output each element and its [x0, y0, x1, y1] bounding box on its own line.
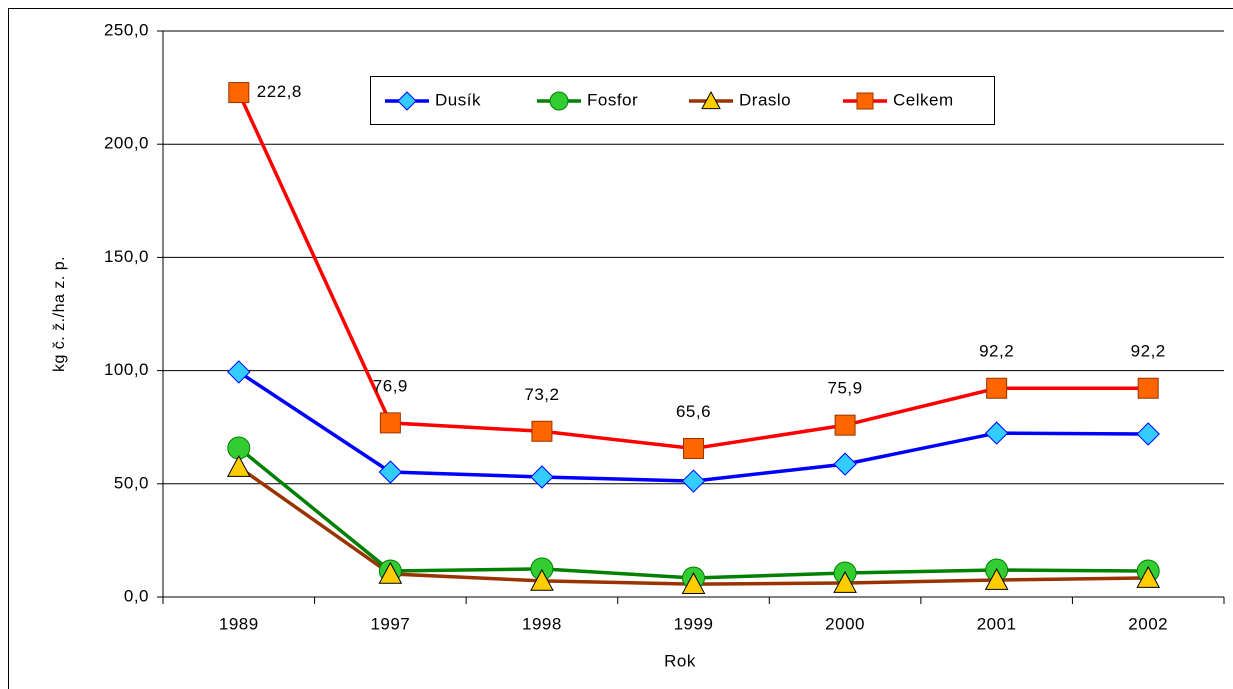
- marker: [227, 360, 251, 384]
- marker: [228, 82, 250, 104]
- marker: [833, 452, 857, 476]
- marker: [1136, 422, 1160, 446]
- data-label: 222,8: [257, 82, 302, 101]
- legend: Dusík Fosfor Draslo Celkem: [370, 76, 995, 125]
- marker: [1137, 377, 1159, 399]
- y-axis-label: kg č. ž./ha z. p.: [51, 256, 68, 372]
- y-tick-label: 100,0: [104, 360, 149, 379]
- data-label: 73,2: [524, 385, 559, 404]
- marker: [530, 568, 554, 591]
- x-tick-label: 1997: [370, 614, 410, 633]
- marker: [856, 92, 874, 110]
- legend-label: Draslo: [739, 90, 791, 109]
- series-line: [237, 446, 1149, 580]
- marker: [701, 90, 721, 110]
- data-label: 92,2: [1131, 342, 1166, 361]
- marker: [378, 561, 403, 584]
- x-tick-label: 1998: [522, 614, 562, 633]
- marker: [226, 454, 251, 477]
- y-tick-label: 50,0: [114, 473, 149, 492]
- marker: [986, 377, 1008, 399]
- marker: [984, 421, 1009, 445]
- legend-label: Celkem: [893, 90, 954, 109]
- marker: [530, 465, 554, 489]
- marker: [683, 437, 704, 459]
- x-tick-label: 2002: [1128, 614, 1168, 633]
- marker: [834, 414, 856, 436]
- chart-frame: [8, 8, 1233, 689]
- x-tick-label: 2001: [977, 614, 1017, 633]
- y-tick-label: 150,0: [104, 247, 149, 266]
- x-tick-label: 1989: [219, 614, 259, 633]
- marker: [681, 469, 706, 493]
- marker: [833, 570, 857, 593]
- marker: [397, 91, 417, 111]
- marker: [531, 420, 553, 442]
- y-tick-label: 250,0: [104, 20, 149, 39]
- legend-box: [370, 76, 995, 125]
- marker: [378, 460, 403, 484]
- marker: [379, 412, 401, 434]
- x-tick-label: 2000: [825, 614, 865, 633]
- marker: [984, 567, 1009, 590]
- x-axis-label: Rok: [664, 651, 696, 670]
- legend-label: Fosfor: [587, 90, 638, 109]
- marker: [1136, 565, 1161, 588]
- marker: [549, 91, 569, 111]
- data-label: 92,2: [979, 342, 1014, 361]
- y-tick-label: 200,0: [104, 134, 149, 153]
- y-tick-label: 0,0: [124, 586, 149, 605]
- x-tick-label: 1999: [674, 614, 714, 633]
- data-label: 65,6: [676, 402, 711, 421]
- data-label: 76,9: [373, 376, 408, 395]
- marker: [681, 572, 706, 594]
- data-label: 75,9: [828, 379, 863, 398]
- legend-label: Dusík: [435, 90, 481, 109]
